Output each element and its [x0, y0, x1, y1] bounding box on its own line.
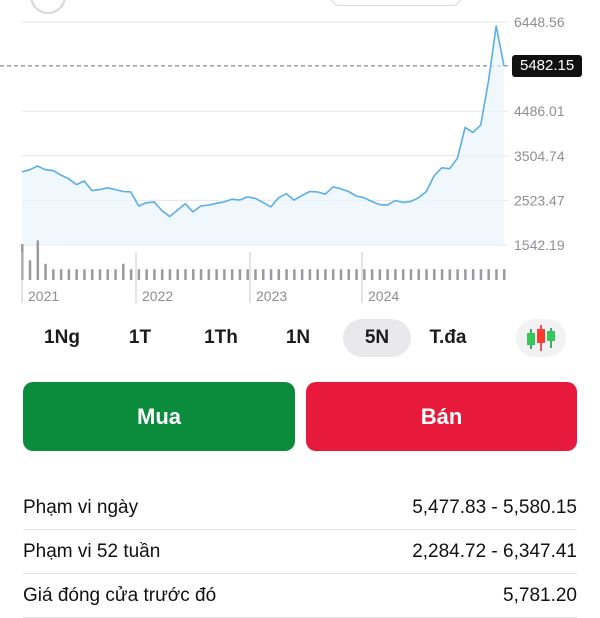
volume-bar	[199, 269, 203, 280]
volume-bar	[471, 269, 475, 280]
volume-bar	[153, 269, 156, 280]
volume-bar	[456, 269, 459, 280]
volume-bar	[300, 269, 304, 280]
price-line	[21, 25, 505, 218]
volume-bar	[192, 269, 195, 280]
volume-bar	[394, 269, 397, 280]
volume-bar	[277, 269, 281, 280]
volume-bar	[440, 269, 444, 280]
volume-bar	[238, 269, 242, 280]
stat-value: 5,477.83 - 5,580.15	[412, 497, 577, 518]
buy-button[interactable]: Mua	[23, 382, 295, 451]
x-tick-label: 2021	[28, 288, 59, 304]
stat-row: Phạm vi 52 tuần 2,284.72 - 6,347.41	[23, 530, 577, 574]
volume-bar	[176, 269, 179, 280]
volume-bar	[347, 269, 351, 280]
volume-bar	[316, 269, 319, 280]
volume-bar	[269, 269, 273, 280]
volume-bar	[223, 269, 226, 280]
y-tick-label: 4486.01	[514, 103, 565, 119]
y-tick-label: 1542.19	[514, 237, 565, 253]
volume-bar	[479, 269, 483, 280]
volume-bar	[106, 269, 110, 280]
volume-bar	[44, 263, 47, 280]
x-tick-label: 2022	[142, 288, 173, 304]
volume-bar	[386, 269, 389, 280]
volume-bar	[184, 269, 187, 280]
volume-bar	[215, 269, 218, 280]
period-selector: 1Ng 1T 1Th 1N 5N T.đa	[0, 315, 600, 361]
volume-bar	[487, 269, 490, 280]
volume-bar	[378, 269, 382, 280]
volume-bar	[230, 269, 234, 280]
volume-bar	[425, 269, 428, 280]
period-tab-2[interactable]: 1Th	[204, 327, 238, 348]
stat-value: 5,781.20	[503, 585, 577, 606]
volume-bar	[370, 269, 374, 280]
x-tick-label: 2024	[368, 288, 399, 304]
volume-bar	[363, 269, 366, 280]
volume-bar	[98, 269, 102, 280]
volume-bar	[75, 269, 78, 280]
volume-bar	[293, 269, 296, 280]
sell-button[interactable]: Bán	[306, 382, 577, 451]
volume-bar	[168, 269, 172, 280]
volume-bar	[246, 269, 249, 280]
volume-bar	[28, 260, 32, 280]
stats-list: Phạm vi ngày 5,477.83 - 5,580.15 Phạm vi 5…	[0, 486, 600, 618]
candlestick-toggle-button[interactable]	[516, 319, 566, 357]
volume-bar	[36, 240, 40, 280]
volume-bar	[448, 269, 452, 280]
volume-bar	[503, 269, 506, 280]
stat-label: Giá đóng cửa trước đó	[23, 585, 217, 606]
price-area	[22, 26, 504, 245]
volume-bar	[83, 269, 86, 280]
volume-bar	[331, 269, 335, 280]
volume-bar	[137, 269, 141, 280]
y-tick-label: 2523.47	[514, 192, 565, 208]
volume-bar	[59, 269, 63, 280]
stat-value: 2,284.72 - 6,347.41	[412, 541, 577, 562]
x-tick-label: 2023	[256, 288, 287, 304]
period-tab-0[interactable]: 1Ng	[44, 327, 80, 348]
volume-bar	[52, 269, 55, 280]
volume-bar	[324, 269, 327, 280]
period-tab-3[interactable]: 1N	[285, 327, 311, 348]
volume-bar	[262, 269, 265, 280]
volume-bar	[285, 269, 288, 280]
stat-label: Phạm vi 52 tuần	[23, 541, 161, 562]
stat-label: Phạm vi ngày	[23, 497, 139, 518]
stat-row: Giá đóng cửa trước đó 5,781.20	[23, 574, 577, 618]
volume-bar	[207, 269, 211, 280]
volume-bar	[129, 269, 133, 280]
stat-row: Phạm vi ngày 5,477.83 - 5,580.15	[23, 486, 577, 530]
volume-bar	[409, 269, 413, 280]
volume-bar	[160, 269, 164, 280]
current-price-tag: 5482.15	[512, 55, 583, 77]
price-chart[interactable]: 6448.56 4486.01 3504.74 2523.47 1542.19 2021 2…	[0, 0, 600, 310]
volume-bar	[401, 269, 405, 280]
volume-bar	[145, 269, 148, 280]
period-tab-5[interactable]: T.đa	[429, 327, 467, 348]
volume-bar	[254, 269, 257, 280]
y-tick-label: 3504.74	[514, 148, 565, 164]
period-tab-4[interactable]: 5N	[343, 319, 411, 357]
volume-bar	[339, 269, 343, 280]
y-tick-label: 6448.56	[514, 14, 565, 30]
volume-bar	[417, 269, 420, 280]
volume-bar	[90, 269, 94, 280]
period-tab-1[interactable]: 1T	[128, 327, 152, 348]
volume-bar	[355, 269, 358, 280]
volume-bar	[308, 269, 312, 280]
volume-bar	[495, 269, 498, 280]
candlestick-chart-icon	[527, 325, 555, 351]
volume-bar	[464, 269, 467, 280]
volume-bar	[433, 269, 436, 280]
volume-bar	[67, 269, 71, 280]
volume-bar	[114, 269, 117, 280]
volume-bar	[122, 263, 125, 280]
